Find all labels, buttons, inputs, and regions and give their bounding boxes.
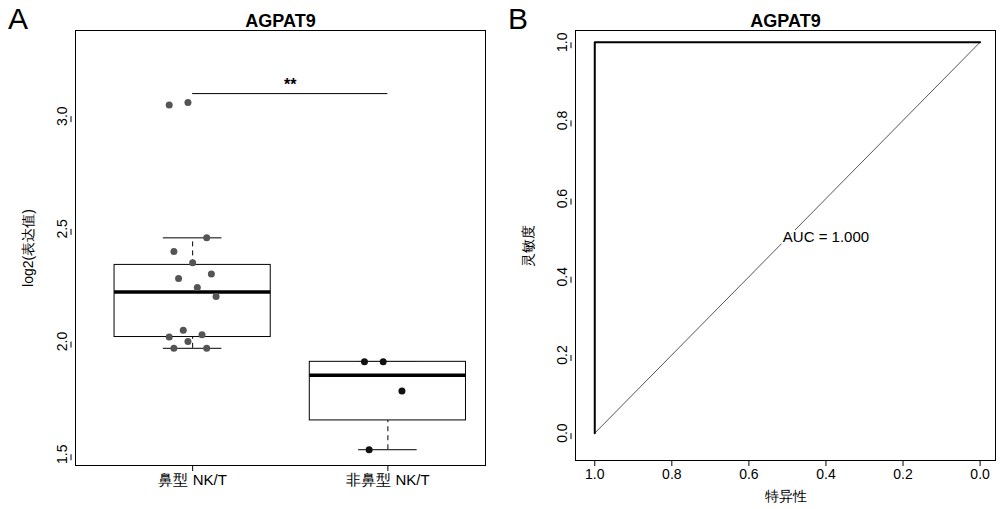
svg-text:0.0: 0.0 [970,466,990,482]
svg-text:0.0: 0.0 [554,423,570,443]
svg-text:0.4: 0.4 [816,466,836,482]
html-text:B: B [508,2,528,35]
svg-text:0.6: 0.6 [739,466,759,482]
svg-text:鼻型 NK/T: 鼻型 NK/T [158,471,226,488]
svg-text:0.6: 0.6 [554,189,570,209]
svg-text:0.8: 0.8 [554,110,570,130]
svg-text:灵敏度: 灵敏度 [520,225,536,267]
svg-text:AUC = 1.000: AUC = 1.000 [783,228,869,245]
svg-text:0.2: 0.2 [893,466,913,482]
svg-text:2.5: 2.5 [54,219,70,239]
svg-text:1.0: 1.0 [585,466,605,482]
svg-text:AGPAT9: AGPAT9 [750,11,820,31]
svg-text:**: ** [284,76,297,93]
html-text:A: A [8,2,28,35]
svg-text:0.2: 0.2 [554,345,570,365]
svg-text:2.0: 2.0 [54,332,70,352]
svg-text:1.0: 1.0 [554,32,570,52]
svg-text:log2(表达值): log2(表达值) [20,209,36,287]
svg-text:0.8: 0.8 [662,466,682,482]
svg-text:1.5: 1.5 [54,444,70,464]
svg-text:非鼻型 NK/T: 非鼻型 NK/T [346,471,429,488]
svg-text:AGPAT9: AGPAT9 [245,11,315,31]
svg-text:3.0: 3.0 [54,106,70,126]
svg-text:0.4: 0.4 [554,267,570,287]
svg-text:特异性: 特异性 [765,488,807,504]
